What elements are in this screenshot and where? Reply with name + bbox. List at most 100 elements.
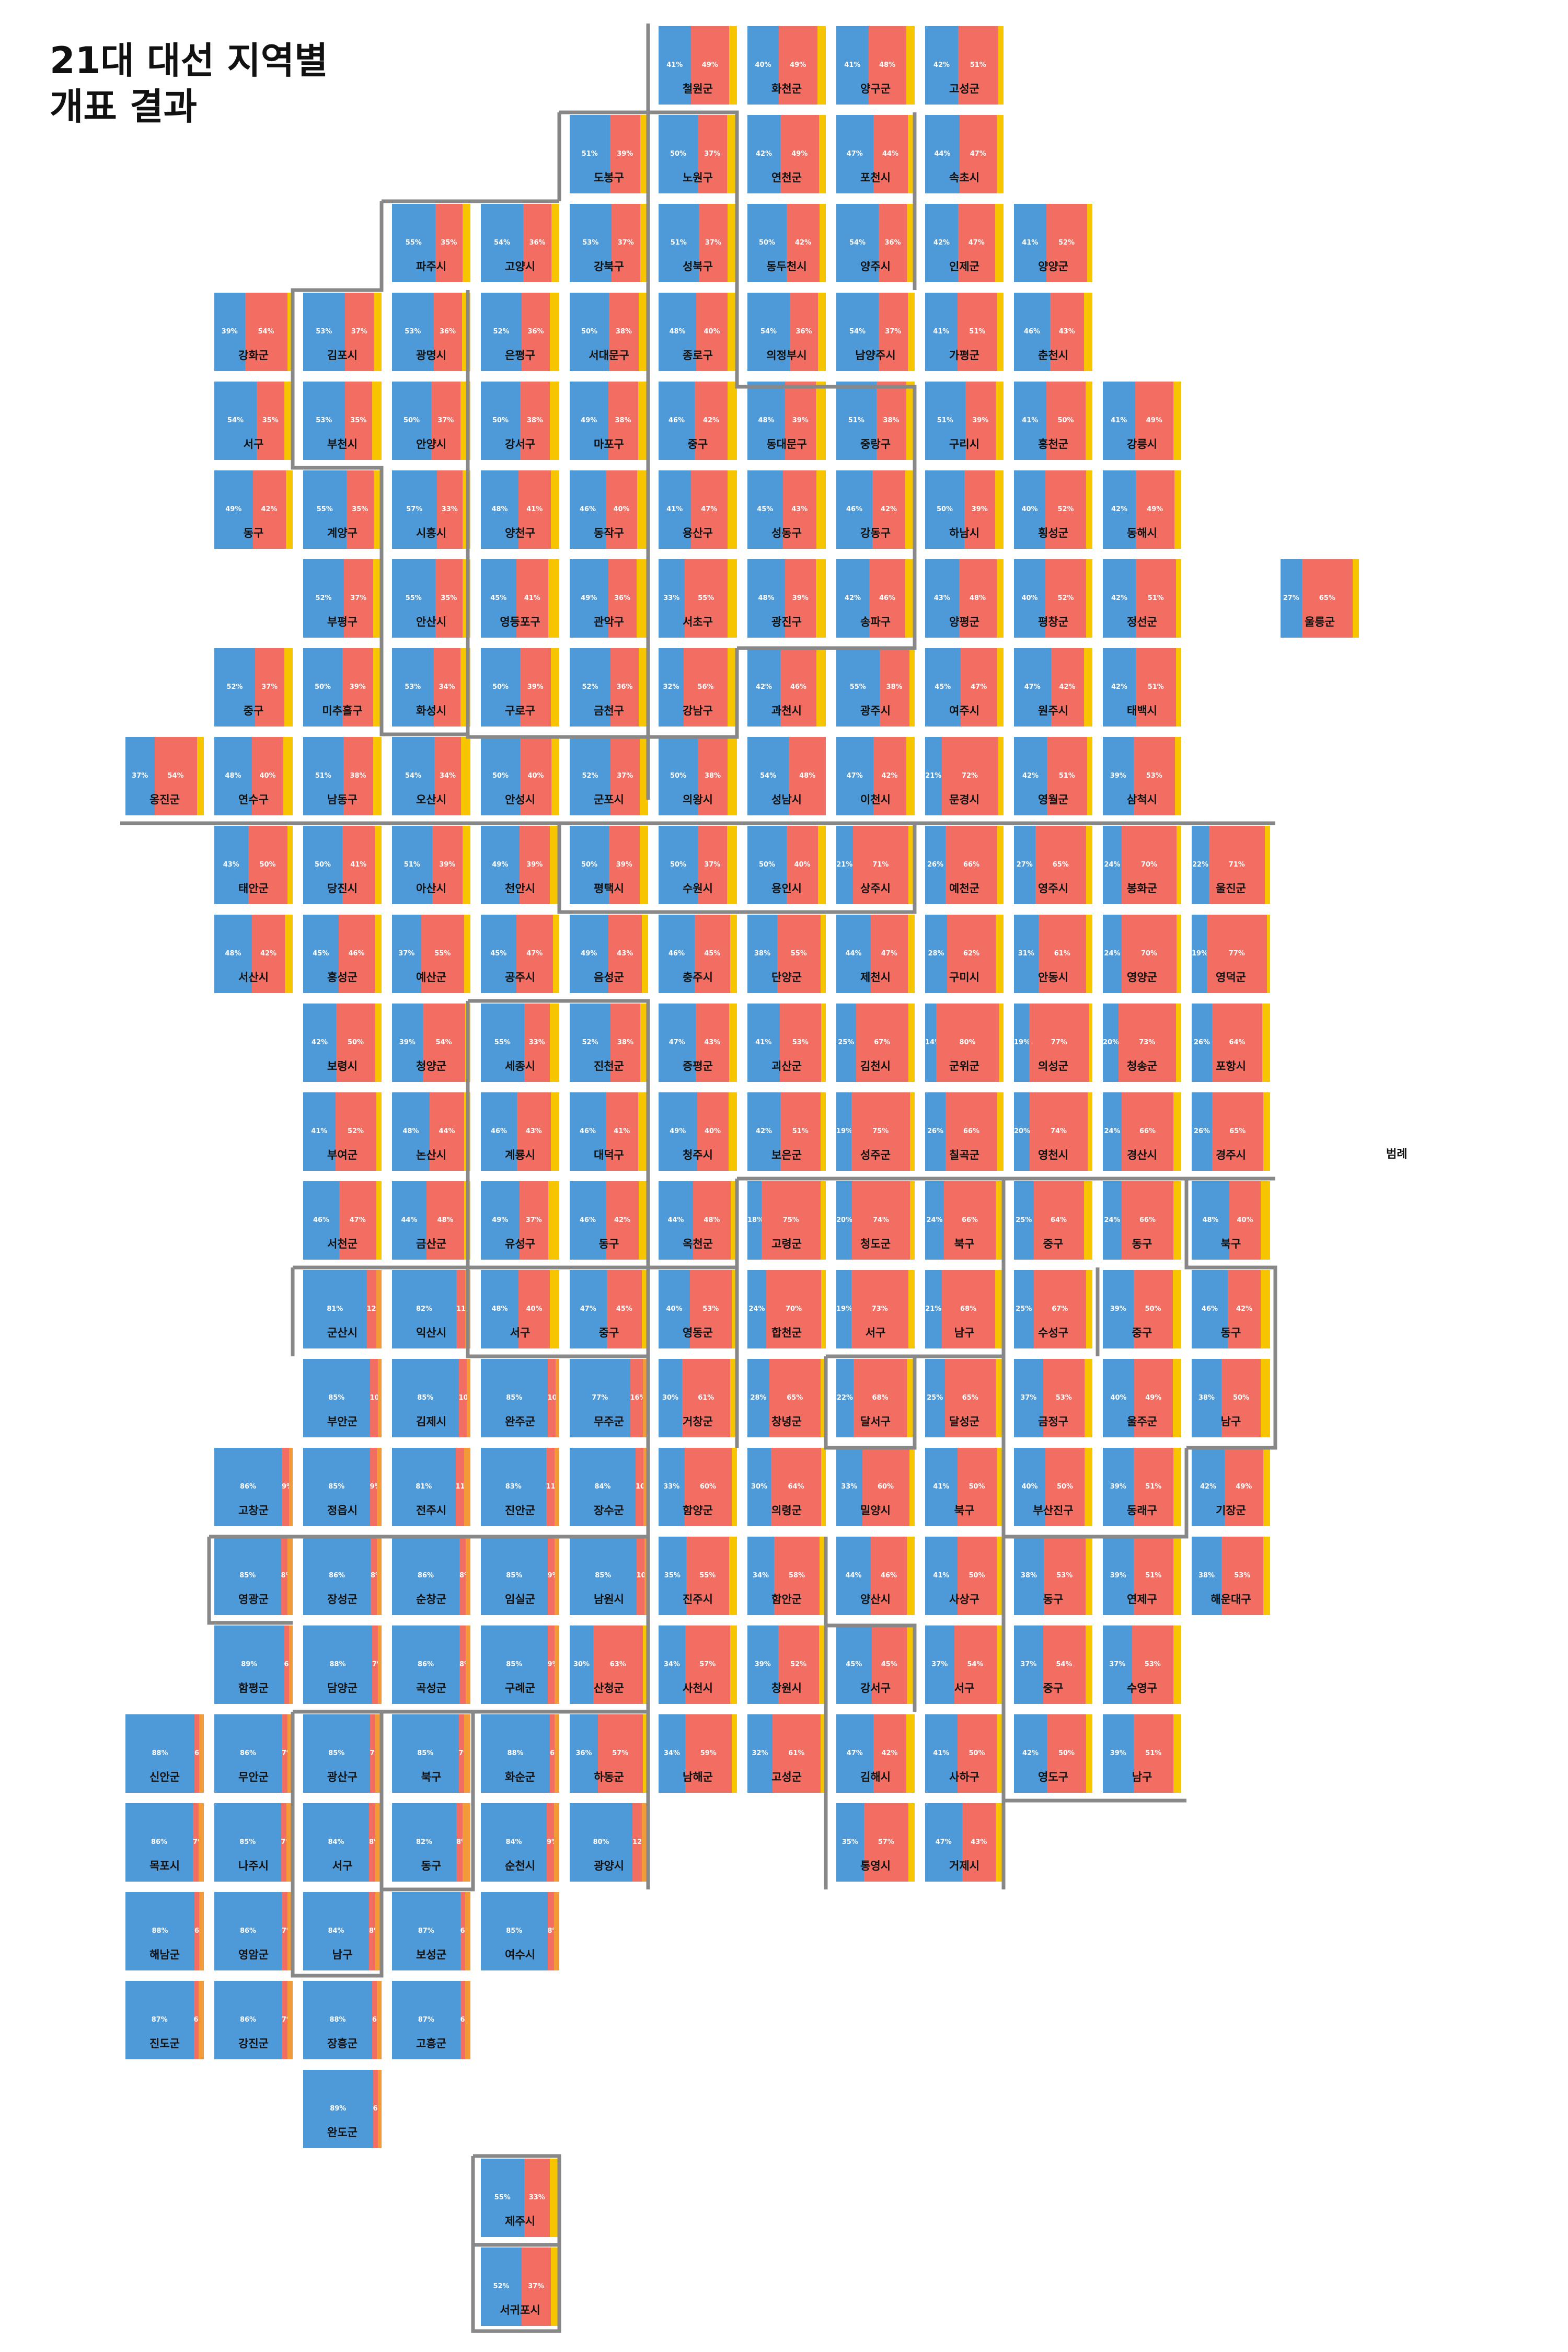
region-tile[interactable]: 85% 9% 구례군	[481, 1625, 559, 1704]
region-tile[interactable]: 41% 49% 철원군	[659, 26, 737, 105]
region-tile[interactable]: 48% 41% 양천구	[481, 470, 559, 549]
region-tile[interactable]: 44% 47% 제천시	[836, 915, 915, 993]
region-tile[interactable]: 86% 8% 장성군	[303, 1537, 382, 1615]
region-tile[interactable]: 33% 60% 밀양시	[836, 1448, 915, 1526]
region-tile[interactable]: 39% 50% 중구	[1103, 1270, 1181, 1348]
region-tile[interactable]: 25% 67% 수성구	[1014, 1270, 1092, 1348]
region-tile[interactable]: 27% 65% 영주시	[1014, 826, 1092, 904]
region-tile[interactable]: 89%6%완도군	[303, 2070, 382, 2148]
region-tile[interactable]: 88%6%해남군	[125, 1892, 204, 1970]
region-tile[interactable]: 40% 52% 횡성군	[1014, 470, 1092, 549]
region-tile[interactable]: 50% 38% 의왕시	[659, 737, 737, 815]
region-tile[interactable]: 42% 47% 인제군	[925, 204, 1004, 282]
region-tile[interactable]: 45% 41% 영등포구	[481, 559, 559, 638]
region-tile[interactable]: 50% 37% 수원시	[659, 826, 737, 904]
region-tile[interactable]: 82%11%익산시	[392, 1270, 470, 1348]
region-tile[interactable]: 83%11%진안군	[481, 1448, 559, 1526]
region-tile[interactable]: 26% 64% 포항시	[1192, 1004, 1270, 1082]
region-tile[interactable]: 46% 42% 동구	[570, 1181, 648, 1260]
region-tile[interactable]: 80% 12% 광양시	[570, 1803, 648, 1882]
region-tile[interactable]: 40% 49% 울주군	[1103, 1359, 1181, 1437]
region-tile[interactable]: 21% 68% 남구	[925, 1270, 1004, 1348]
region-tile[interactable]: 86%7%영암군	[214, 1892, 293, 1970]
region-tile[interactable]: 47% 42% 김해시	[836, 1714, 915, 1793]
region-tile[interactable]: 44% 48% 옥천군	[659, 1181, 737, 1260]
region-tile[interactable]: 19% 73% 서구	[836, 1270, 915, 1348]
region-tile[interactable]: 38% 53% 동구	[1014, 1537, 1092, 1615]
region-tile[interactable]: 86%7%목포시	[125, 1803, 204, 1882]
region-tile[interactable]: 48% 42% 서산시	[214, 915, 293, 993]
region-tile[interactable]: 86% 8% 순창군	[392, 1537, 470, 1615]
region-tile[interactable]: 41% 50% 홍천군	[1014, 382, 1092, 460]
region-tile[interactable]: 40% 49% 화천군	[747, 26, 826, 105]
region-tile[interactable]: 55% 35% 안산시	[392, 559, 470, 638]
region-tile[interactable]: 46% 42% 중구	[659, 382, 737, 460]
region-tile[interactable]: 52% 37% 부평구	[303, 559, 382, 638]
region-tile[interactable]: 55% 35% 계양구	[303, 470, 382, 549]
region-tile[interactable]: 25% 64% 중구	[1014, 1181, 1092, 1260]
region-tile[interactable]: 87%6%고흥군	[392, 1981, 470, 2059]
region-tile[interactable]: 50% 38% 서대문구	[570, 293, 648, 371]
region-tile[interactable]: 51% 39% 아산시	[392, 826, 470, 904]
region-tile[interactable]: 47% 45% 중구	[570, 1270, 648, 1348]
region-tile[interactable]: 52% 37% 중구	[214, 648, 293, 727]
region-tile[interactable]: 42% 49% 동해시	[1103, 470, 1181, 549]
region-tile[interactable]: 84% 9% 순천시	[481, 1803, 559, 1882]
region-tile[interactable]: 50% 39% 하남시	[925, 470, 1004, 549]
region-tile[interactable]: 41% 50% 사상구	[925, 1537, 1004, 1615]
region-tile[interactable]: 86%7%강진군	[214, 1981, 293, 2059]
region-tile[interactable]: 42% 51% 정선군	[1103, 559, 1181, 638]
region-tile[interactable]: 45% 46% 홍성군	[303, 915, 382, 993]
region-tile[interactable]: 30% 63% 산청군	[570, 1625, 648, 1704]
region-tile[interactable]: 50% 40% 안성시	[481, 737, 559, 815]
region-tile[interactable]: 44% 47% 속초시	[925, 115, 1004, 193]
region-tile[interactable]: 37% 53% 금정구	[1014, 1359, 1092, 1437]
region-tile[interactable]: 34% 57% 사천시	[659, 1625, 737, 1704]
region-tile[interactable]: 24% 70% 합천군	[747, 1270, 826, 1348]
region-tile[interactable]: 25% 67% 김천시	[836, 1004, 915, 1082]
region-tile[interactable]: 20% 74% 청도군	[836, 1181, 915, 1260]
region-tile[interactable]: 39% 53% 삼척시	[1103, 737, 1181, 815]
region-tile[interactable]: 26% 65% 경주시	[1192, 1092, 1270, 1171]
region-tile[interactable]: 35% 57% 통영시	[836, 1803, 915, 1882]
region-tile[interactable]: 85%10%남원시	[570, 1537, 648, 1615]
region-tile[interactable]: 39% 54% 강화군	[214, 293, 293, 371]
region-tile[interactable]: 37% 54% 서구	[925, 1625, 1004, 1704]
region-tile[interactable]: 39% 51% 동래구	[1103, 1448, 1181, 1526]
region-tile[interactable]: 88%6%화순군	[481, 1714, 559, 1793]
region-tile[interactable]: 30% 61% 거창군	[659, 1359, 737, 1437]
region-tile[interactable]: 42% 51% 보은군	[747, 1092, 826, 1171]
region-tile[interactable]: 39% 54% 청양군	[392, 1004, 470, 1082]
region-tile[interactable]: 44% 48% 금산군	[392, 1181, 470, 1260]
region-tile[interactable]: 50% 39% 미추홀구	[303, 648, 382, 727]
region-tile[interactable]: 20% 73% 청송군	[1103, 1004, 1181, 1082]
region-tile[interactable]: 51% 37% 성북구	[659, 204, 737, 282]
region-tile[interactable]: 35% 55% 진주시	[659, 1537, 737, 1615]
region-tile[interactable]: 37% 54% 중구	[1014, 1625, 1092, 1704]
region-tile[interactable]: 38% 55% 단양군	[747, 915, 826, 993]
region-tile[interactable]: 85%7%나주시	[214, 1803, 293, 1882]
region-tile[interactable]: 49% 40% 청주시	[659, 1092, 737, 1171]
region-tile[interactable]: 49% 42% 동구	[214, 470, 293, 549]
region-tile[interactable]: 55% 35% 파주시	[392, 204, 470, 282]
region-tile[interactable]: 52% 38% 진천군	[570, 1004, 648, 1082]
region-tile[interactable]: 33% 55% 서초구	[659, 559, 737, 638]
region-tile[interactable]: 24% 70% 영양군	[1103, 915, 1181, 993]
region-tile[interactable]: 54% 36% 의정부시	[747, 293, 826, 371]
region-tile[interactable]: 82%8%동구	[392, 1803, 470, 1882]
region-tile[interactable]: 48% 40% 서구	[481, 1270, 559, 1348]
region-tile[interactable]: 89%6%함평군	[214, 1625, 293, 1704]
region-tile[interactable]: 85% 9% 임실군	[481, 1537, 559, 1615]
region-tile[interactable]: 85%10%김제시	[392, 1359, 470, 1437]
region-tile[interactable]: 42% 46% 과천시	[747, 648, 826, 727]
region-tile[interactable]: 50% 38% 강서구	[481, 382, 559, 460]
region-tile[interactable]: 37% 53% 수영구	[1103, 1625, 1181, 1704]
region-tile[interactable]: 49% 39% 천안시	[481, 826, 559, 904]
region-tile[interactable]: 84%8%서구	[303, 1803, 382, 1882]
region-tile[interactable]: 21% 72% 문경시	[925, 737, 1004, 815]
region-tile[interactable]: 46% 43% 계룡시	[481, 1092, 559, 1171]
region-tile[interactable]: 42% 51% 태백시	[1103, 648, 1181, 727]
region-tile[interactable]: 85%7%광산구	[303, 1714, 382, 1793]
region-tile[interactable]: 48% 44% 논산시	[392, 1092, 470, 1171]
region-tile[interactable]: 26% 66% 칠곡군	[925, 1092, 1004, 1171]
